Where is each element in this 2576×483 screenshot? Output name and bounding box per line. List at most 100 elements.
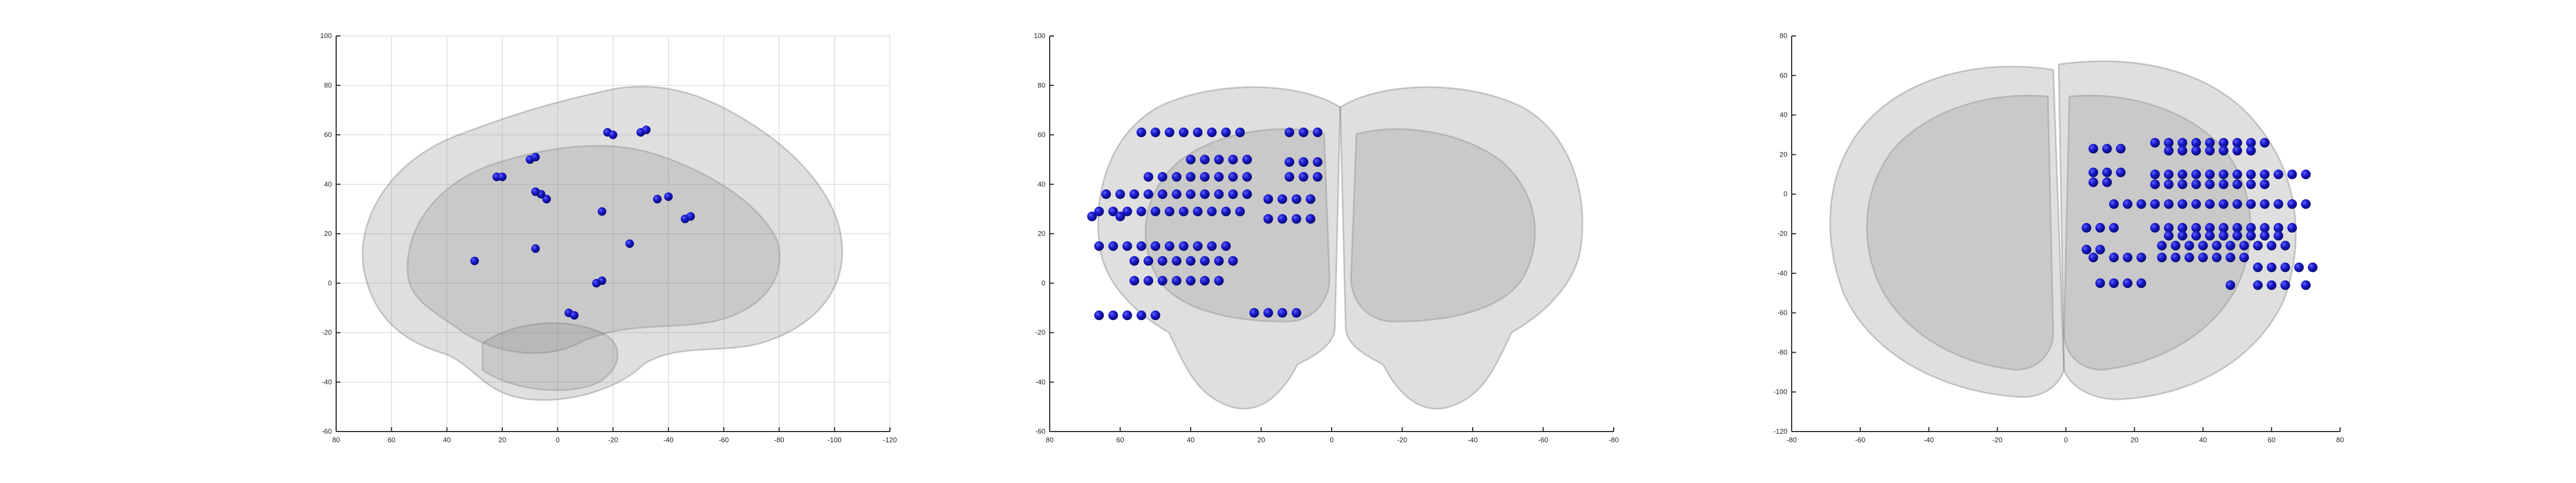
electrode-point (2239, 252, 2249, 263)
electrode-point (2239, 241, 2249, 251)
brain-surface (361, 86, 843, 401)
electrode-point (1298, 127, 1309, 137)
electrode-point (2287, 199, 2297, 209)
electrode-point (1171, 172, 1182, 182)
electrode-point (2246, 169, 2256, 180)
electrode-point (653, 195, 662, 204)
electrode-point (2246, 199, 2256, 209)
electrode-point (2157, 252, 2167, 263)
y-tick-label: -40 (1035, 378, 1045, 386)
electrode-point (2184, 241, 2194, 251)
x-tick-label: 60 (2268, 436, 2275, 444)
electrode-point (1221, 241, 1231, 251)
electrode-point (2267, 262, 2277, 272)
x-tick-label: 40 (1187, 436, 1194, 444)
electrode-point (2260, 169, 2270, 180)
electrode-point (2246, 179, 2256, 189)
electrode-point (2088, 252, 2098, 263)
x-tick-label: -20 (1992, 436, 2002, 444)
y-tick-label: 100 (1034, 32, 1045, 40)
electrode-point (2205, 231, 2215, 241)
electrode-point (1144, 172, 1154, 182)
electrode-point (2095, 222, 2105, 233)
electrode-point (1277, 194, 1287, 204)
electrode-point (2218, 146, 2229, 156)
electrode-point (1171, 189, 1182, 199)
electrode-point (1263, 194, 1273, 204)
electrode-point (2088, 177, 2098, 188)
y-tick-label: 40 (1780, 111, 1787, 119)
y-tick-label: 0 (1784, 190, 1787, 198)
y-tick-label: 20 (1780, 150, 1787, 158)
electrode-point (2102, 144, 2112, 154)
electrode-point (2294, 262, 2304, 272)
electrode-point (2177, 199, 2187, 209)
electrode-point (2246, 222, 2256, 233)
electrode-point (1094, 241, 1104, 251)
electrode-point (2136, 252, 2147, 263)
x-tick-label: 40 (2199, 436, 2207, 444)
y-tick-label: -100 (1773, 388, 1787, 396)
electrode-point (2122, 199, 2133, 209)
electrode-point (1228, 256, 1238, 266)
electrode-point (2088, 144, 2098, 154)
electrode-point (2171, 241, 2181, 251)
electrode-point (2115, 167, 2126, 177)
y-tick-label: 60 (1780, 71, 1787, 79)
x-tick-label: 60 (1116, 436, 1124, 444)
electrode-point (2081, 244, 2091, 255)
electrode-point (2081, 222, 2091, 233)
electrode-point (1157, 172, 1168, 182)
electrode-point (2198, 241, 2208, 251)
electrode-point (2191, 169, 2201, 180)
y-tick-label: -20 (1777, 229, 1787, 237)
electrode-point (686, 212, 695, 221)
y-tick-label: 80 (1038, 81, 1045, 89)
electrode-point (1115, 211, 1125, 221)
electrode-point (1129, 189, 1139, 199)
electrode-point (1164, 206, 1175, 217)
y-tick-label: -40 (322, 378, 332, 386)
electrode-point (1291, 214, 1302, 224)
electrode-point (2109, 222, 2119, 233)
x-tick-label: -60 (1855, 436, 1865, 444)
electrode-point (2177, 222, 2187, 233)
y-tick-label: 100 (320, 32, 332, 40)
electrode-point (1150, 127, 1161, 137)
electrode-point (2307, 262, 2318, 272)
electrode-point (1263, 214, 1273, 224)
electrode-point (570, 311, 579, 320)
electrode-point (2171, 252, 2181, 263)
electrode-point (1263, 308, 1273, 318)
electrode-point (608, 130, 618, 139)
electrode-point (2246, 231, 2256, 241)
electrode-point (531, 153, 540, 162)
electrode-point (2246, 146, 2256, 156)
electrode-point (1305, 194, 1316, 204)
electrode-point (1108, 241, 1118, 251)
electrode-point (2122, 278, 2133, 288)
electrode-point (1200, 256, 1210, 266)
electrode-point (2191, 179, 2201, 189)
electrode-point (2260, 138, 2270, 148)
electrode-point (542, 195, 551, 204)
electrode-point (2136, 278, 2147, 288)
electrode-point (2191, 199, 2201, 209)
y-tick-label: -40 (1777, 269, 1787, 277)
electrode-point (1298, 157, 1309, 167)
electrode-point (2260, 179, 2270, 189)
x-tick-label: 80 (1046, 436, 1053, 444)
electrode-point (2301, 280, 2311, 290)
coronal-brain-plot: 80 60 40 20 0 -20 -40 -60 -80 100 80 60 40 20 0 -20 -40 -… (1034, 32, 1619, 444)
electrode-point (2301, 169, 2311, 180)
electrode-point (1186, 189, 1196, 199)
electrode-point (2218, 138, 2229, 148)
electrode-point (1186, 256, 1196, 266)
electrode-point (1164, 241, 1175, 251)
electrode-point (1312, 127, 1323, 137)
x-tick-label: 0 (2064, 436, 2068, 444)
electrode-point (1136, 310, 1146, 321)
electrode-point (2225, 280, 2236, 290)
electrode-point (2273, 169, 2283, 180)
y-tick-label: 0 (328, 279, 332, 287)
